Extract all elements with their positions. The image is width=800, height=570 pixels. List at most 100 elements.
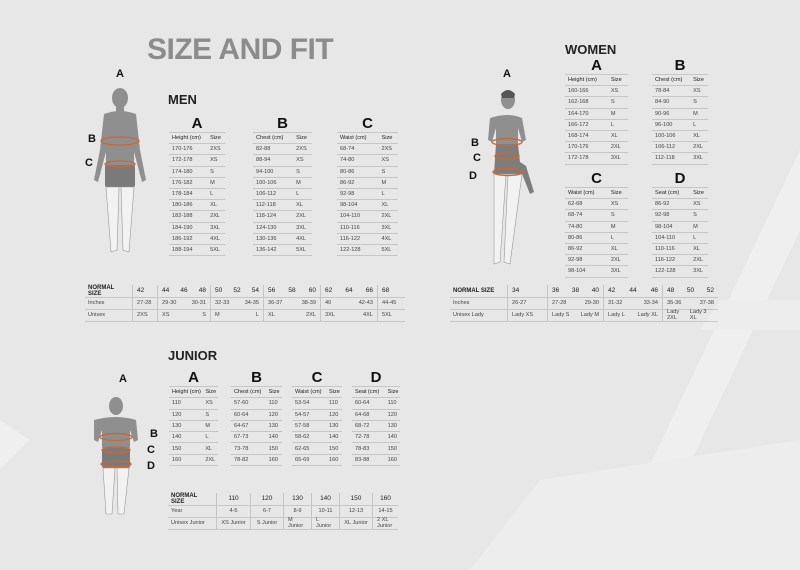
size-value: 46 bbox=[180, 287, 188, 295]
size-value: 4-5 bbox=[229, 508, 238, 514]
table-letter: D bbox=[674, 170, 686, 187]
table-row: 160-166 XS bbox=[565, 85, 628, 98]
table-row: 62-65 150 bbox=[292, 442, 342, 455]
table-cell: Height (cm) bbox=[169, 131, 208, 145]
table-row: 92-98 S bbox=[652, 209, 708, 222]
table-cell: 2XL bbox=[690, 254, 708, 267]
men-waist-table: C Waist (cm) Size 68-74 2XS 74-80 XS 80-86 S 86-9… bbox=[337, 116, 398, 257]
table-row: 186-192 4XL bbox=[169, 233, 225, 245]
table-cell: 174-180 bbox=[169, 166, 208, 178]
size-value: 110 bbox=[228, 495, 239, 503]
table-cell: 106-112 bbox=[652, 141, 691, 154]
size-table: Waist (cm) Size 53-54 110 54-57 120 57-58 130 58… bbox=[292, 385, 342, 467]
size-value: 150 bbox=[350, 495, 362, 503]
table-cell: 170-176 bbox=[565, 141, 608, 154]
table-cell: 110 bbox=[265, 397, 282, 410]
table-cell: 3XL bbox=[607, 265, 628, 278]
table-cell: 2XL bbox=[690, 141, 708, 154]
table-cell: 184-190 bbox=[169, 222, 208, 234]
table-row: 116-122 4XL bbox=[337, 233, 398, 245]
table-cell: 150 bbox=[169, 442, 203, 455]
table-cell: S bbox=[207, 166, 225, 178]
table-cell: 68-74 bbox=[337, 143, 379, 156]
table-cell: XS bbox=[293, 154, 312, 167]
size-value: 34 bbox=[512, 287, 520, 295]
size-value: XS Junior bbox=[221, 520, 246, 526]
table-cell: 96-100 bbox=[652, 119, 691, 131]
table-row: 174-180 S bbox=[169, 166, 225, 178]
row-label: Inches bbox=[88, 300, 105, 306]
size-group: 27-28 29-30 bbox=[547, 297, 603, 309]
size-value: 38 bbox=[571, 287, 580, 295]
size-group: 130 bbox=[283, 493, 311, 505]
table-cell: 72-78 bbox=[352, 431, 385, 444]
table-cell: 78-82 bbox=[231, 454, 266, 467]
row-label: NORMAL SIZE bbox=[88, 284, 115, 297]
normal-size-row: Inches 26-27 27-28 29-30 31-32 33-34 35-36 37-3… bbox=[450, 297, 718, 310]
table-header: Height (cm) Size bbox=[169, 131, 225, 145]
table-cell: 178-184 bbox=[169, 188, 208, 201]
size-group: 40 42-43 bbox=[320, 297, 377, 309]
table-cell: 60-64 bbox=[231, 409, 266, 421]
size-table: Height (cm) Size 170-176 2XS 172-178 XS 174-18… bbox=[169, 131, 225, 257]
size-value: Lady XS bbox=[512, 312, 534, 318]
table-cell: L bbox=[607, 119, 628, 131]
size-value: 52 bbox=[706, 287, 714, 295]
men-chest-table: B Chest (cm) Size 82-88 2XS 88-94 XS 94-100 S 100… bbox=[253, 116, 312, 257]
table-cell: 84-90 bbox=[652, 96, 691, 109]
size-value: 44 bbox=[162, 287, 170, 295]
table-cell: 136-142 bbox=[253, 244, 294, 257]
size-group: 3XL 4XL bbox=[320, 309, 377, 321]
table-cell: 120 bbox=[384, 409, 400, 421]
size-value: 40 bbox=[325, 300, 332, 306]
table-cell: L bbox=[607, 232, 628, 244]
size-value: 35-36 bbox=[667, 300, 682, 306]
table-row: 68-74 S bbox=[565, 209, 628, 222]
size-group: 48 50 52 bbox=[662, 285, 718, 297]
table-cell: 2XL bbox=[378, 210, 398, 223]
table-cell: 2XS bbox=[378, 143, 398, 156]
size-group: 44 46 48 bbox=[157, 285, 210, 297]
table-row: 72-78 140 bbox=[352, 431, 400, 444]
size-value: 2XS bbox=[137, 312, 148, 318]
table-row: 83-88 160 bbox=[352, 454, 400, 467]
table-row: 64-67 130 bbox=[231, 420, 282, 433]
table-row: 57-60 110 bbox=[231, 397, 282, 410]
table-row: 112-118 XL bbox=[253, 199, 312, 212]
table-cell: 2XS bbox=[207, 143, 225, 156]
table-cell: 188-194 bbox=[169, 244, 208, 257]
table-row: 110-116 3XL bbox=[337, 222, 398, 234]
table-row: 88-94 XS bbox=[253, 154, 312, 167]
size-value: 44 bbox=[629, 287, 637, 295]
table-row: 98-104 3XL bbox=[565, 265, 628, 278]
table-cell: S bbox=[690, 209, 708, 222]
normal-size-header: NORMAL SIZE 34 36 38 40 42 44 46 48 50 52 bbox=[450, 285, 718, 298]
table-cell: 110 bbox=[326, 397, 342, 410]
size-group: XL 2XL bbox=[263, 309, 320, 321]
table-row: 60-64 110 bbox=[352, 397, 400, 410]
table-cell: Chest (cm) bbox=[231, 385, 266, 399]
table-header: Height (cm) Size bbox=[565, 73, 628, 87]
size-value: 33-34 bbox=[643, 300, 658, 306]
table-cell: 98-104 bbox=[652, 221, 691, 233]
size-value: 4XL bbox=[363, 312, 373, 318]
table-row: 98-104 XL bbox=[337, 199, 398, 212]
women-label-d: D bbox=[469, 170, 477, 182]
size-value: 12-13 bbox=[348, 508, 364, 514]
table-cell: 5XL bbox=[293, 244, 312, 257]
table-row: 106-112 L bbox=[253, 188, 312, 201]
table-row: 172-178 XS bbox=[169, 154, 225, 167]
table-cell: 160 bbox=[384, 454, 400, 467]
table-row: 65-69 160 bbox=[292, 454, 342, 467]
table-header: Height (cm) Size bbox=[169, 385, 218, 399]
table-cell: 98-104 bbox=[337, 199, 379, 212]
table-cell: 150 bbox=[265, 442, 282, 455]
men-figure bbox=[94, 88, 146, 253]
size-value: Lady L bbox=[608, 312, 625, 318]
table-cell: 3XL bbox=[690, 152, 708, 165]
size-group: 14-15 bbox=[372, 505, 398, 517]
size-value: 29-30 bbox=[162, 300, 177, 306]
table-cell: 64-67 bbox=[231, 420, 266, 433]
table-cell: L bbox=[293, 188, 312, 201]
table-cell: 130 bbox=[384, 420, 400, 433]
